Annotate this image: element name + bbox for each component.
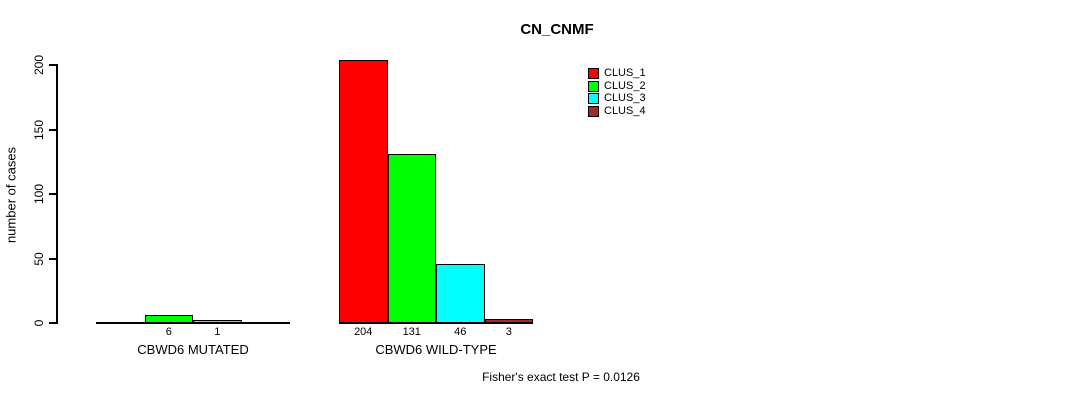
y-tick-mark [49, 257, 56, 260]
legend-row: CLUS_4 [588, 104, 646, 117]
legend-swatch [588, 93, 599, 104]
bar [436, 264, 485, 323]
legend-label: CLUS_3 [604, 92, 646, 104]
chart-title: CN_CNMF [520, 21, 594, 38]
y-tick-label: 100 [32, 183, 46, 205]
y-tick-mark [49, 64, 56, 66]
y-tick-mark [49, 128, 56, 131]
bar [144, 315, 193, 323]
bar [193, 320, 242, 323]
y-tick-mark [49, 193, 56, 195]
legend-swatch [588, 80, 599, 92]
legend-row: CLUS_3 [588, 93, 646, 104]
y-tick-label: 150 [32, 119, 46, 140]
bar [339, 60, 388, 323]
group-baseline [96, 322, 290, 324]
y-axis-label: number of cases [3, 146, 19, 244]
y-axis-line [56, 64, 58, 324]
legend-swatch [588, 68, 599, 79]
bar [484, 319, 533, 323]
legend-label: CLUS_4 [604, 104, 646, 117]
legend-row: CLUS_2 [588, 79, 646, 92]
y-tick-label: 0 [32, 319, 46, 327]
legend-swatch [588, 105, 599, 117]
y-tick-mark [49, 322, 56, 324]
bar-value-label: 131 [402, 326, 421, 338]
group-baseline [339, 322, 533, 324]
group-label: CBWD6 WILD-TYPE [375, 342, 497, 357]
legend-label: CLUS_1 [604, 67, 646, 79]
legend: CLUS_1 CLUS_2 CLUS_3 CLUS_4 [588, 68, 646, 118]
bar-value-label: 1 [214, 326, 221, 338]
bar-value-label: 204 [354, 326, 373, 338]
legend-row: CLUS_1 [588, 68, 646, 79]
bar-value-label: 3 [505, 326, 512, 338]
bar-value-label: 6 [165, 326, 172, 338]
bar-value-label: 46 [454, 326, 467, 338]
bar [387, 154, 436, 323]
fisher-test-annotation: Fisher's exact test P = 0.0126 [482, 370, 640, 384]
y-tick-label: 50 [32, 251, 46, 266]
group-label: CBWD6 MUTATED [137, 342, 249, 357]
y-tick-label: 200 [32, 54, 46, 76]
legend-label: CLUS_2 [604, 79, 646, 92]
